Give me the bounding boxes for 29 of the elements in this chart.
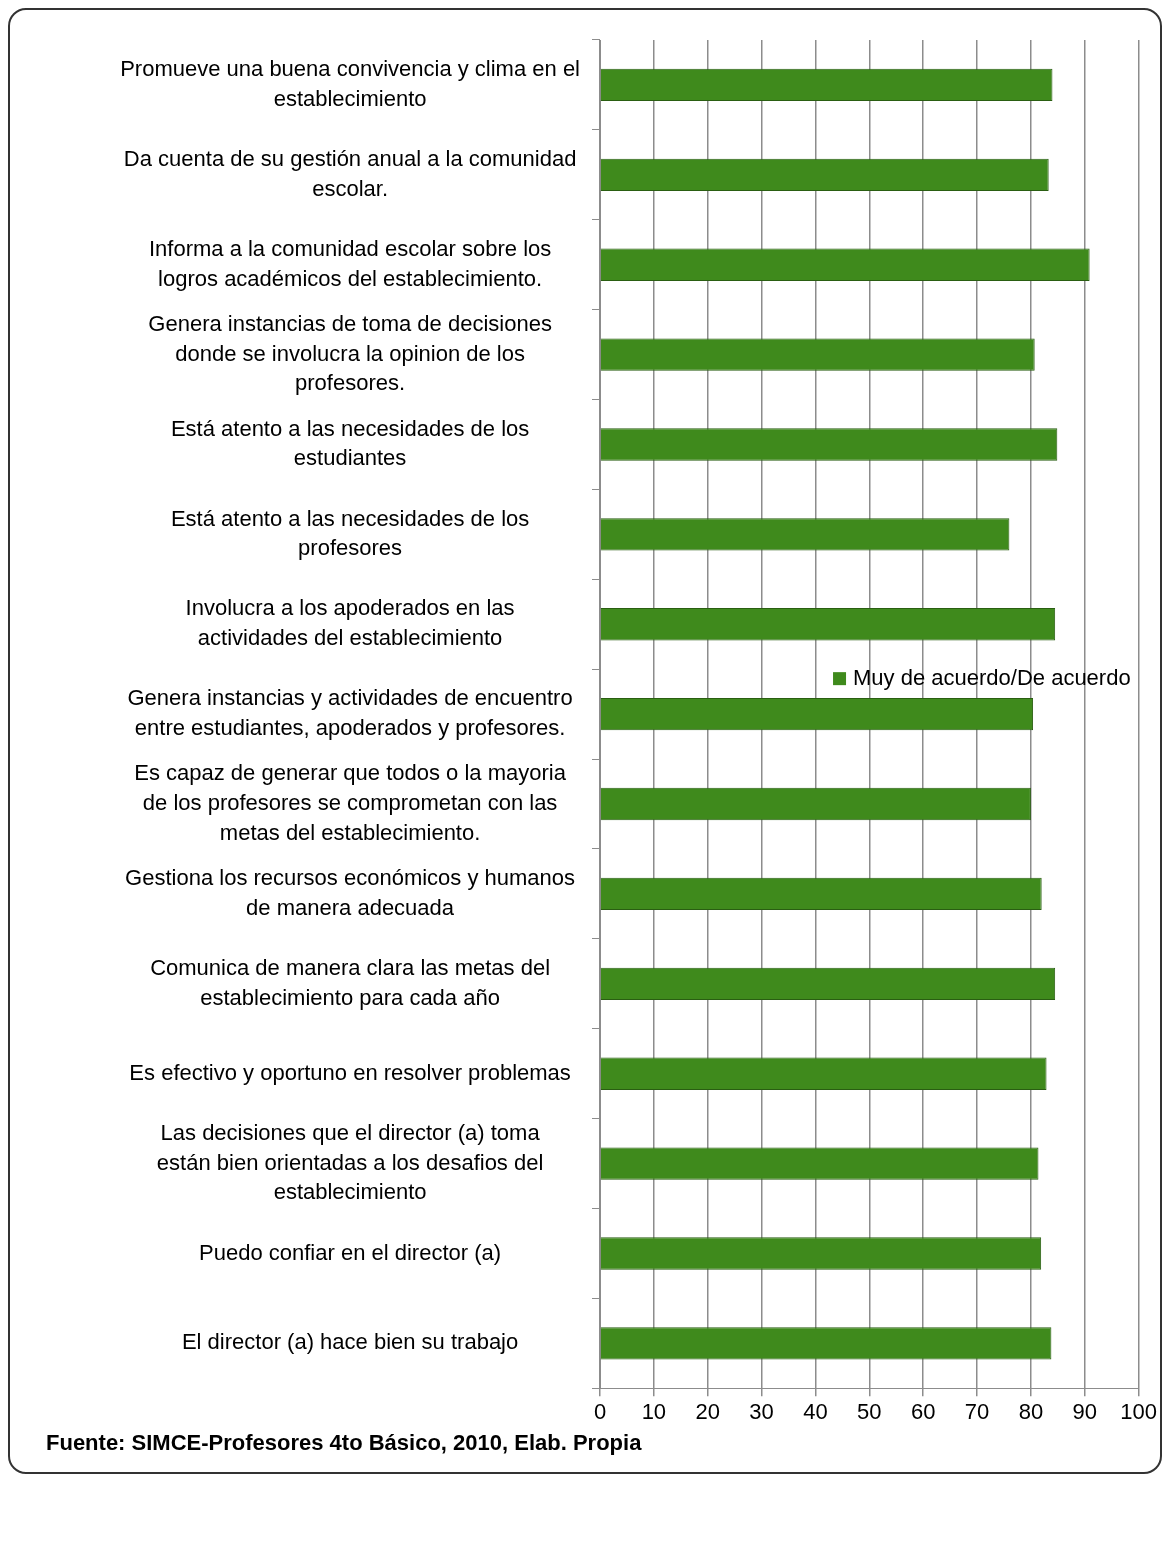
x-tick-label: 50 bbox=[857, 1398, 882, 1424]
y-tick-label: Involucra a los apoderados en las actividades del establecimiento bbox=[185, 595, 515, 651]
y-tick-label: Gestiona los recursos económicos y humanos de manera adecuada bbox=[125, 865, 576, 920]
y-tick-label: Promueve una buena convivencia y clima en el establecimiento bbox=[120, 56, 580, 111]
x-tick-label: 60 bbox=[910, 1398, 936, 1424]
x-tick-label: 30 bbox=[749, 1398, 774, 1424]
y-tick-label: Genera instancias de toma de decisiones donde se involucra la opinion de los profesores. bbox=[148, 310, 552, 396]
x-tick-label: 80 bbox=[1018, 1398, 1044, 1424]
y-tick-label: Es capaz de generar que todos o la mayoria de los profesores se comprometan con las metas del establecimiento. bbox=[134, 760, 567, 845]
y-tick-label: Da cuenta de su gestión anual a la comunidad escolar. bbox=[123, 146, 577, 201]
x-tick-label: 10 bbox=[641, 1398, 667, 1424]
y-tick-label: Está atento a las necesidades de los estudiantes bbox=[170, 415, 530, 471]
y-tick-label: Puedo confiar en el director (a) bbox=[199, 1239, 502, 1265]
source-note: Fuente: SIMCE-Profesores 4to Básico, 2010, Elab. Propia bbox=[46, 1430, 643, 1456]
y-tick-label: Las decisiones que el director (a) toma están bien orientadas a los desafios del establecimiento bbox=[156, 1119, 544, 1205]
y-tick-label: El director (a) hace bien su trabajo bbox=[181, 1329, 519, 1355]
y-tick-label: Comunica de manera clara las metas del establecimiento para cada año bbox=[150, 955, 551, 1010]
x-tick-label: 40 bbox=[803, 1398, 828, 1424]
x-tick-label: 20 bbox=[695, 1398, 720, 1424]
x-tick-label: 100 bbox=[1120, 1398, 1158, 1424]
y-tick-label: Genera instancias y actividades de encuentro entre estudiantes, apoderados y profesores. bbox=[127, 685, 573, 741]
rounded-frame: 0 10 20 30 40 50 60 70 80 90 100 Promueve una buena convivencia y clima en el establecimiento Da cuenta de su gestión anual a la comunidad escolar. Informa a la comunidad escolar sobre los logros académicos del establecimiento. Genera instancias de toma de decisiones donde se involucra la opinion de los profesores. Está atento a las necesidades de los estudiantes Está atento a las necesidades de los profesores Involucra a los apoderados en las actividades del establecimiento Genera instancias y actividades de encuentro entre estudiantes, apoderados y profesores. Es capaz de generar que todos o la mayoria de los profesores se comprometan con las metas del establecimiento. Gestiona los recursos económicos y humanos de manera adecuada Comunica de manera clara las metas del establecimiento para cada año Es efectivo y oportuno en resolver problemas Las decisiones que el director (a) toma están bien orientadas a los desafios del establecimiento Puedo confiar en el director (a) El director (a) hace bien su trabajo Muy de acuerdo/De acuerdo Fuente: SIMCE-Profesores 4to Básico, 2010, Elab. Propia bbox=[8, 8, 1162, 1474]
y-tick-label: Informa a la comunidad escolar sobre los logros académicos del establecimiento. bbox=[148, 235, 552, 291]
x-tick-label: 0 bbox=[593, 1398, 607, 1424]
y-tick-label: Es efectivo y oportuno en resolver problemas bbox=[129, 1059, 571, 1085]
x-tick-label: 90 bbox=[1072, 1398, 1098, 1424]
legend-label: Muy de acuerdo/De acuerdo bbox=[853, 665, 1131, 691]
x-tick-label: 70 bbox=[964, 1398, 990, 1424]
y-tick-label: Está atento a las necesidades de los profesores bbox=[170, 505, 530, 561]
